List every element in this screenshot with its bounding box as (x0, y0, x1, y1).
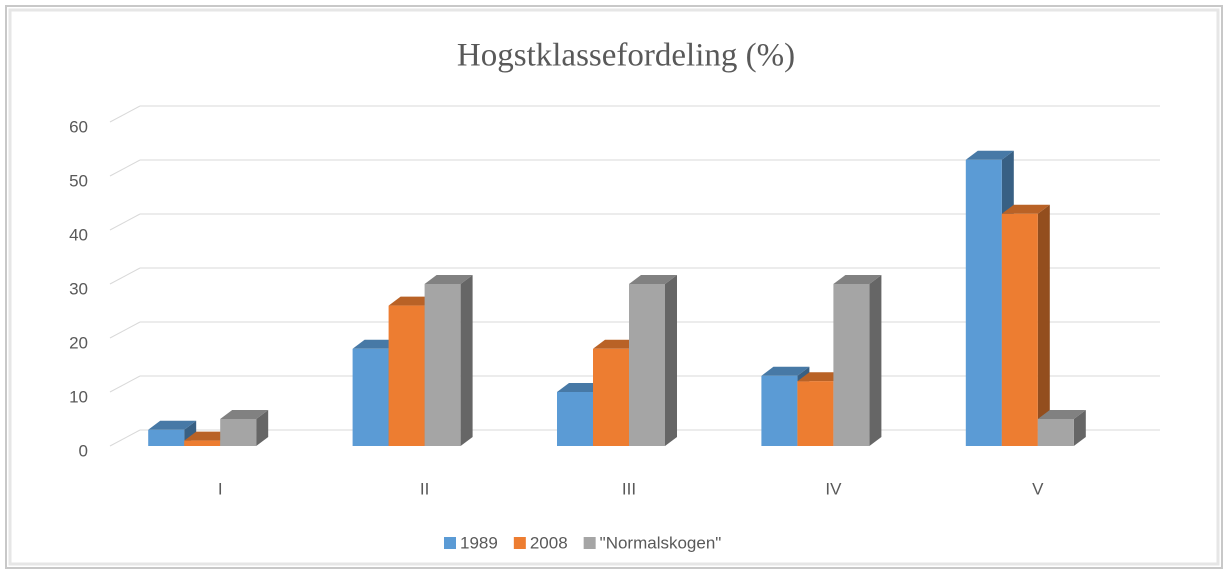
bar-side (1037, 204, 1050, 446)
bar-top (424, 275, 473, 284)
bar (1001, 213, 1038, 446)
bar (833, 284, 870, 446)
bar (1037, 419, 1074, 446)
legend-label: "Normalskogen" (600, 533, 722, 552)
x-tick-label: III (622, 479, 636, 498)
grid-line (109, 105, 141, 123)
x-tick-label: II (420, 479, 429, 498)
y-tick-label: 30 (69, 279, 88, 298)
bar (557, 392, 593, 446)
y-tick-label: 50 (69, 171, 88, 190)
bar (148, 429, 185, 446)
x-tick-label: I (218, 479, 223, 498)
bar-side (256, 410, 269, 446)
chart-title: Hogstklassefordeling (%) (457, 38, 795, 74)
bar (220, 419, 257, 446)
legend-swatch (444, 537, 456, 549)
y-tick-label: 20 (69, 333, 88, 352)
bar (424, 284, 461, 446)
x-tick-label: V (1032, 479, 1044, 498)
bar (629, 284, 665, 446)
grid-line (109, 159, 141, 177)
y-tick-label: 40 (69, 225, 88, 244)
legend-label: 2008 (530, 533, 568, 552)
bar-top (148, 420, 197, 430)
legend-label: 1989 (460, 533, 498, 552)
bar-top (220, 410, 269, 419)
bar-side (460, 275, 473, 446)
bar (797, 381, 834, 446)
grid-line (109, 321, 141, 339)
bar-side (1073, 410, 1086, 446)
bar-top (761, 366, 810, 376)
bar-side (665, 275, 677, 446)
bar (388, 305, 425, 446)
grid-line (109, 429, 141, 447)
x-tick-label: IV (825, 479, 842, 498)
bar-side (869, 275, 882, 446)
grid-line (109, 267, 141, 285)
bar-top (1001, 204, 1050, 214)
bar (965, 159, 1002, 447)
y-tick-label: 60 (69, 117, 88, 136)
bar (352, 348, 389, 446)
bar (184, 440, 221, 446)
bar-top (629, 275, 677, 284)
y-tick-label: 10 (69, 387, 88, 406)
y-tick-label: 0 (79, 441, 88, 460)
grid-line (109, 213, 141, 231)
bar (593, 348, 629, 446)
bar-top (1037, 410, 1086, 419)
bar (761, 375, 798, 446)
legend-swatch (583, 537, 596, 549)
grid-line (109, 375, 141, 393)
bar-top (833, 275, 882, 284)
chart-frame-shadow (8, 8, 1220, 566)
bar-top (965, 150, 1014, 160)
legend-swatch (513, 537, 526, 549)
